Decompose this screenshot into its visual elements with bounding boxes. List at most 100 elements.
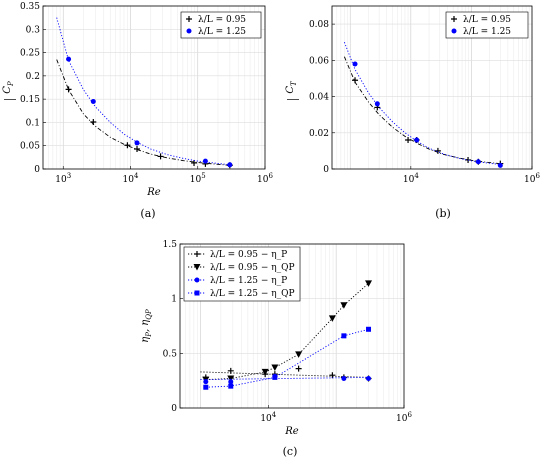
x-axis-label: Re bbox=[146, 187, 161, 198]
data-point bbox=[202, 158, 208, 164]
data-point bbox=[134, 145, 141, 152]
figure-caption: (b) bbox=[435, 207, 451, 220]
y-tick-label: 0.3 bbox=[26, 25, 41, 35]
y-tick-label: 0.02 bbox=[309, 129, 329, 139]
y-tick-label: 0.04 bbox=[309, 93, 329, 103]
legend-marker bbox=[451, 16, 457, 22]
data-point bbox=[228, 383, 234, 389]
legend-marker bbox=[193, 264, 201, 271]
data-point bbox=[227, 375, 235, 382]
x-tick-label: 104 bbox=[260, 411, 276, 424]
legend: λ/L = 0.95 λ/L = 1.25 bbox=[445, 11, 529, 39]
legend-item: λ/L = 1.25 bbox=[451, 27, 511, 37]
legend-label: λ/L = 0.95 bbox=[198, 15, 246, 25]
legend-marker bbox=[194, 251, 200, 257]
data-point bbox=[405, 137, 412, 144]
y-axis-label: CP bbox=[2, 81, 16, 100]
axes-frame bbox=[331, 5, 533, 170]
y-axis-label: CT bbox=[285, 80, 299, 100]
data-point bbox=[191, 159, 198, 166]
y-tick-label: 0.1 bbox=[26, 118, 40, 128]
series-line bbox=[343, 56, 501, 165]
x-axis-label: Re bbox=[284, 426, 299, 437]
y-tick-label: 0.35 bbox=[20, 2, 40, 12]
y-axis-label-text: CT bbox=[285, 80, 298, 94]
data-point bbox=[228, 379, 234, 385]
x-tick-label: 105 bbox=[190, 172, 206, 185]
legend: λ/L = 0.95 λ/L = 1.25 bbox=[180, 11, 262, 39]
data-point bbox=[271, 364, 279, 372]
axes-frame bbox=[42, 5, 266, 170]
data-point bbox=[90, 98, 96, 104]
data-point bbox=[295, 351, 303, 358]
y-tick-label: 0.15 bbox=[20, 95, 40, 105]
figure-caption: (c) bbox=[283, 445, 298, 458]
data-point bbox=[272, 374, 278, 380]
y-tick-label: 0 bbox=[34, 165, 40, 175]
y-tick-label: 0.05 bbox=[20, 142, 40, 152]
legend-box bbox=[183, 246, 301, 302]
legend-marker bbox=[194, 277, 200, 283]
data-point bbox=[475, 159, 481, 165]
series-line bbox=[56, 59, 230, 166]
y-tick-label: 0 bbox=[171, 404, 177, 414]
data-point bbox=[203, 379, 209, 385]
y-tick-label: 0 bbox=[323, 165, 329, 175]
legend-label: λ/L = 0.95 − η_QP bbox=[210, 263, 295, 273]
legend-marker bbox=[186, 28, 192, 34]
series-line bbox=[205, 283, 369, 381]
data-point bbox=[295, 365, 302, 372]
series-group bbox=[200, 280, 373, 390]
legend-label: λ/L = 1.25 bbox=[198, 27, 246, 37]
data-point bbox=[134, 140, 140, 146]
y-tick-label: 0.08 bbox=[309, 20, 329, 30]
data-point bbox=[497, 162, 503, 168]
x-tick-label: 106 bbox=[524, 172, 540, 185]
y-tick-label: 1.5 bbox=[163, 240, 178, 250]
grid bbox=[43, 5, 265, 170]
legend-box bbox=[180, 11, 262, 39]
y-axis-label-text: ηP, ηQP bbox=[140, 309, 153, 343]
data-point bbox=[261, 368, 269, 376]
data-point bbox=[365, 280, 373, 287]
legend-label: λ/L = 1.25 bbox=[463, 27, 511, 37]
legend-item: λ/L = 0.95 − η_QP bbox=[188, 263, 295, 273]
legend-label: λ/L = 1.25 − η_P bbox=[210, 276, 287, 286]
y-tick-label: 0.25 bbox=[20, 49, 40, 59]
legend-item: λ/L = 1.25 bbox=[186, 27, 246, 37]
data-point bbox=[66, 56, 72, 62]
legend-label: λ/L = 0.95 − η_P bbox=[210, 250, 287, 260]
legend: λ/L = 0.95 − η_P λ/L = 0.95 − η_QP λ/L = 1… bbox=[183, 246, 301, 302]
data-point bbox=[414, 137, 420, 143]
y-tick-label: 1 bbox=[171, 295, 177, 305]
data-point bbox=[434, 147, 441, 154]
data-point bbox=[227, 367, 234, 374]
data-point bbox=[352, 77, 359, 84]
x-tick-label: 103 bbox=[55, 172, 71, 185]
data-point bbox=[341, 375, 347, 381]
y-tick-label: 0.2 bbox=[26, 72, 40, 82]
data-point bbox=[366, 326, 372, 332]
series-line bbox=[200, 371, 369, 378]
figure-caption: (a) bbox=[140, 207, 155, 220]
data-point bbox=[157, 153, 164, 160]
data-point bbox=[340, 302, 348, 309]
y-axis-label-text: CP bbox=[2, 81, 15, 94]
data-point bbox=[124, 142, 131, 149]
data-point bbox=[366, 375, 372, 381]
legend-label: λ/L = 0.95 bbox=[463, 15, 511, 25]
legend-item: λ/L = 1.25 − η_QP bbox=[188, 289, 295, 299]
data-point bbox=[352, 61, 358, 67]
y-axis-label: ηP, ηQP bbox=[140, 309, 153, 343]
legend-item: λ/L = 0.95 bbox=[186, 15, 246, 25]
y-tick-label: 0.5 bbox=[163, 349, 178, 359]
data-point bbox=[374, 101, 380, 107]
series-group bbox=[56, 17, 233, 169]
axes-frame bbox=[179, 243, 405, 409]
legend-box bbox=[445, 11, 529, 39]
data-point bbox=[90, 118, 97, 125]
data-point bbox=[227, 162, 233, 168]
